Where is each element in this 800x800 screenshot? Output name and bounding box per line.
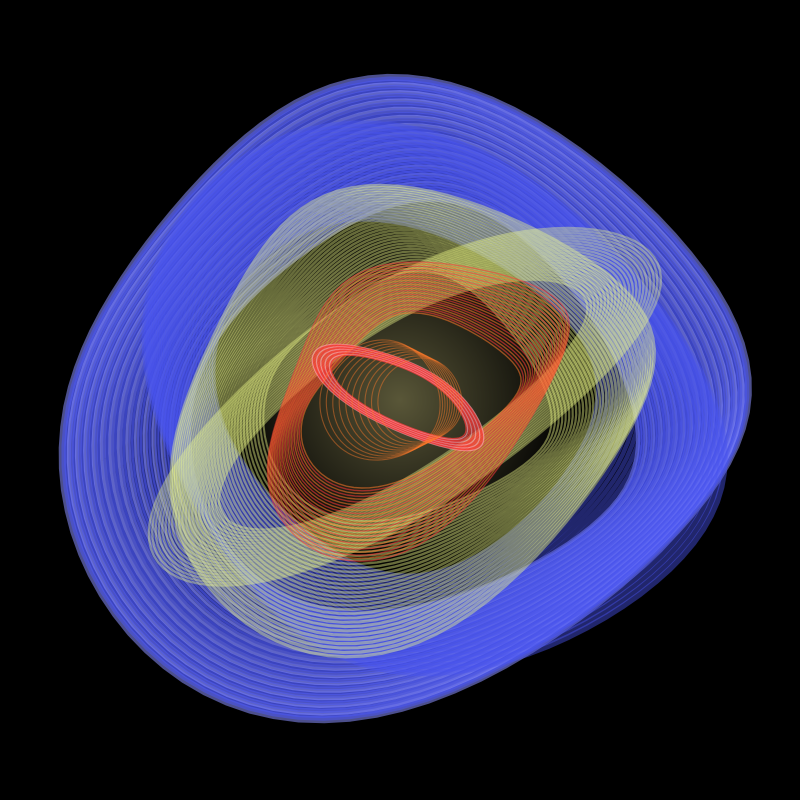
- orange-filament: [295, 306, 529, 498]
- core-loop: [351, 349, 453, 451]
- blue-band: [147, 131, 716, 666]
- yellow-band: [173, 188, 652, 650]
- yellow-band: [185, 200, 638, 629]
- blue-band: [151, 138, 708, 660]
- core-loop: [319, 339, 441, 461]
- yellow-band: [171, 186, 654, 654]
- orange-filament: [296, 308, 527, 495]
- core-loop: [327, 352, 470, 441]
- yellow-band: [193, 208, 630, 616]
- yellow-band: [203, 218, 618, 599]
- orange-filament: [284, 291, 544, 518]
- blue-band: [141, 120, 728, 677]
- orange-filament: [277, 281, 554, 532]
- yellow-band: [212, 226, 608, 586]
- blue-band: [158, 148, 695, 649]
- orange-filament: [276, 279, 556, 535]
- blue-band: [149, 134, 712, 663]
- orange-filament: [288, 297, 538, 509]
- yellow-band: [183, 198, 641, 633]
- blue-band: [143, 124, 724, 673]
- core-loop: [358, 351, 456, 449]
- core-loop: [317, 347, 480, 448]
- yellow-band: [206, 220, 615, 594]
- orange-filament: [270, 269, 564, 550]
- core-loop: [364, 353, 458, 447]
- yellow-band: [169, 183, 656, 659]
- orange-filament: [275, 277, 558, 538]
- blue-band: [192, 195, 633, 602]
- core-loop: [311, 343, 485, 452]
- yellow-band: [176, 191, 649, 646]
- core-loop: [338, 345, 448, 455]
- yellow-band: [201, 215, 621, 603]
- orange-filament: [280, 285, 550, 526]
- orange-filament: [274, 275, 559, 541]
- yellow-band: [209, 223, 611, 590]
- blue-band: [200, 205, 619, 592]
- orange-filament: [271, 271, 563, 547]
- blue-band: [187, 189, 642, 609]
- yellow-band: [178, 193, 647, 641]
- orange-filament: [292, 302, 534, 503]
- yellow-band: [188, 203, 635, 624]
- orange-filament: [285, 293, 542, 515]
- orange-filament: [300, 312, 522, 489]
- orange-filament: [266, 261, 570, 562]
- orange-filament: [281, 287, 548, 523]
- blue-band: [203, 208, 615, 588]
- core-loop: [324, 351, 473, 443]
- blue-band: [163, 155, 687, 642]
- blue-band: [165, 159, 683, 639]
- core-loop: [325, 341, 444, 459]
- blue-band: [184, 185, 647, 612]
- orange-red-filaments: [266, 261, 570, 562]
- blue-band: [197, 202, 624, 595]
- blue-band: [170, 165, 674, 632]
- orange-filament: [272, 273, 561, 544]
- orange-filament: [290, 300, 536, 506]
- orange-filament: [293, 304, 531, 500]
- orange-filament: [278, 283, 552, 529]
- core-loops: [311, 339, 485, 461]
- yellow-band: [180, 195, 644, 637]
- core-loop: [370, 355, 461, 445]
- yellow-band: [195, 210, 627, 611]
- blue-band: [208, 214, 605, 581]
- orange-filament: [267, 263, 569, 559]
- blue-band: [182, 182, 651, 615]
- core-loop: [377, 357, 463, 443]
- blue-band: [195, 198, 629, 598]
- core-loop: [332, 343, 446, 457]
- core-loop: [330, 354, 467, 440]
- orange-filament: [287, 295, 540, 512]
- orange-filament: [269, 267, 566, 553]
- orange-filament: [283, 289, 546, 521]
- yellow-band: [190, 205, 633, 620]
- blue-band: [172, 169, 669, 629]
- blue-band: [154, 141, 704, 656]
- blue-band: [190, 192, 638, 605]
- core-loop: [321, 349, 475, 445]
- orange-filament: [268, 265, 567, 556]
- blue-band: [177, 176, 660, 622]
- core-loop: [314, 345, 482, 450]
- blue-band: [145, 127, 720, 670]
- blue-band: [167, 162, 678, 636]
- yellow-band: [198, 213, 624, 607]
- orange-filament: [298, 310, 525, 492]
- blue-band: [179, 179, 656, 619]
- core-loop: [345, 347, 451, 453]
- outer-blue-bands: [58, 73, 752, 724]
- blue-band: [156, 145, 699, 653]
- blue-band: [160, 152, 691, 646]
- blue-band: [175, 172, 665, 625]
- blue-band: [186, 197, 640, 615]
